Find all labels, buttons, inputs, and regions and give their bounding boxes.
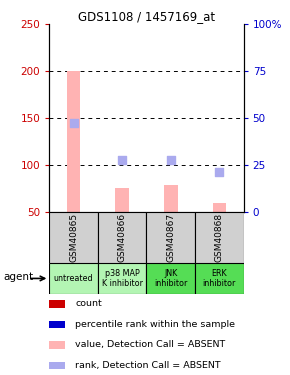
Title: GDS1108 / 1457169_at: GDS1108 / 1457169_at — [78, 10, 215, 23]
Point — [168, 158, 173, 164]
Bar — [98, 212, 146, 262]
Point — [120, 158, 124, 164]
Text: ERK
inhibitor: ERK inhibitor — [203, 269, 236, 288]
Text: GSM40867: GSM40867 — [166, 213, 175, 262]
Bar — [115, 188, 129, 212]
Bar — [98, 262, 146, 294]
Text: count: count — [75, 299, 102, 308]
Bar — [146, 262, 195, 294]
Point — [71, 120, 76, 126]
Text: agent: agent — [3, 272, 33, 282]
Text: GSM40865: GSM40865 — [69, 213, 78, 262]
Text: rank, Detection Call = ABSENT: rank, Detection Call = ABSENT — [75, 361, 221, 370]
Text: value, Detection Call = ABSENT: value, Detection Call = ABSENT — [75, 340, 226, 350]
Text: percentile rank within the sample: percentile rank within the sample — [75, 320, 235, 329]
Bar — [49, 262, 98, 294]
Text: GSM40866: GSM40866 — [118, 213, 127, 262]
Text: JNK
inhibitor: JNK inhibitor — [154, 269, 187, 288]
Bar — [164, 185, 177, 212]
Bar — [49, 212, 98, 262]
Text: GSM40868: GSM40868 — [215, 213, 224, 262]
Bar — [195, 212, 244, 262]
Text: untreated: untreated — [54, 274, 93, 283]
Point — [217, 169, 222, 175]
Bar — [195, 262, 244, 294]
Bar — [213, 202, 226, 212]
Bar — [67, 71, 80, 212]
Bar — [146, 212, 195, 262]
Text: p38 MAP
K inhibitor: p38 MAP K inhibitor — [102, 269, 143, 288]
